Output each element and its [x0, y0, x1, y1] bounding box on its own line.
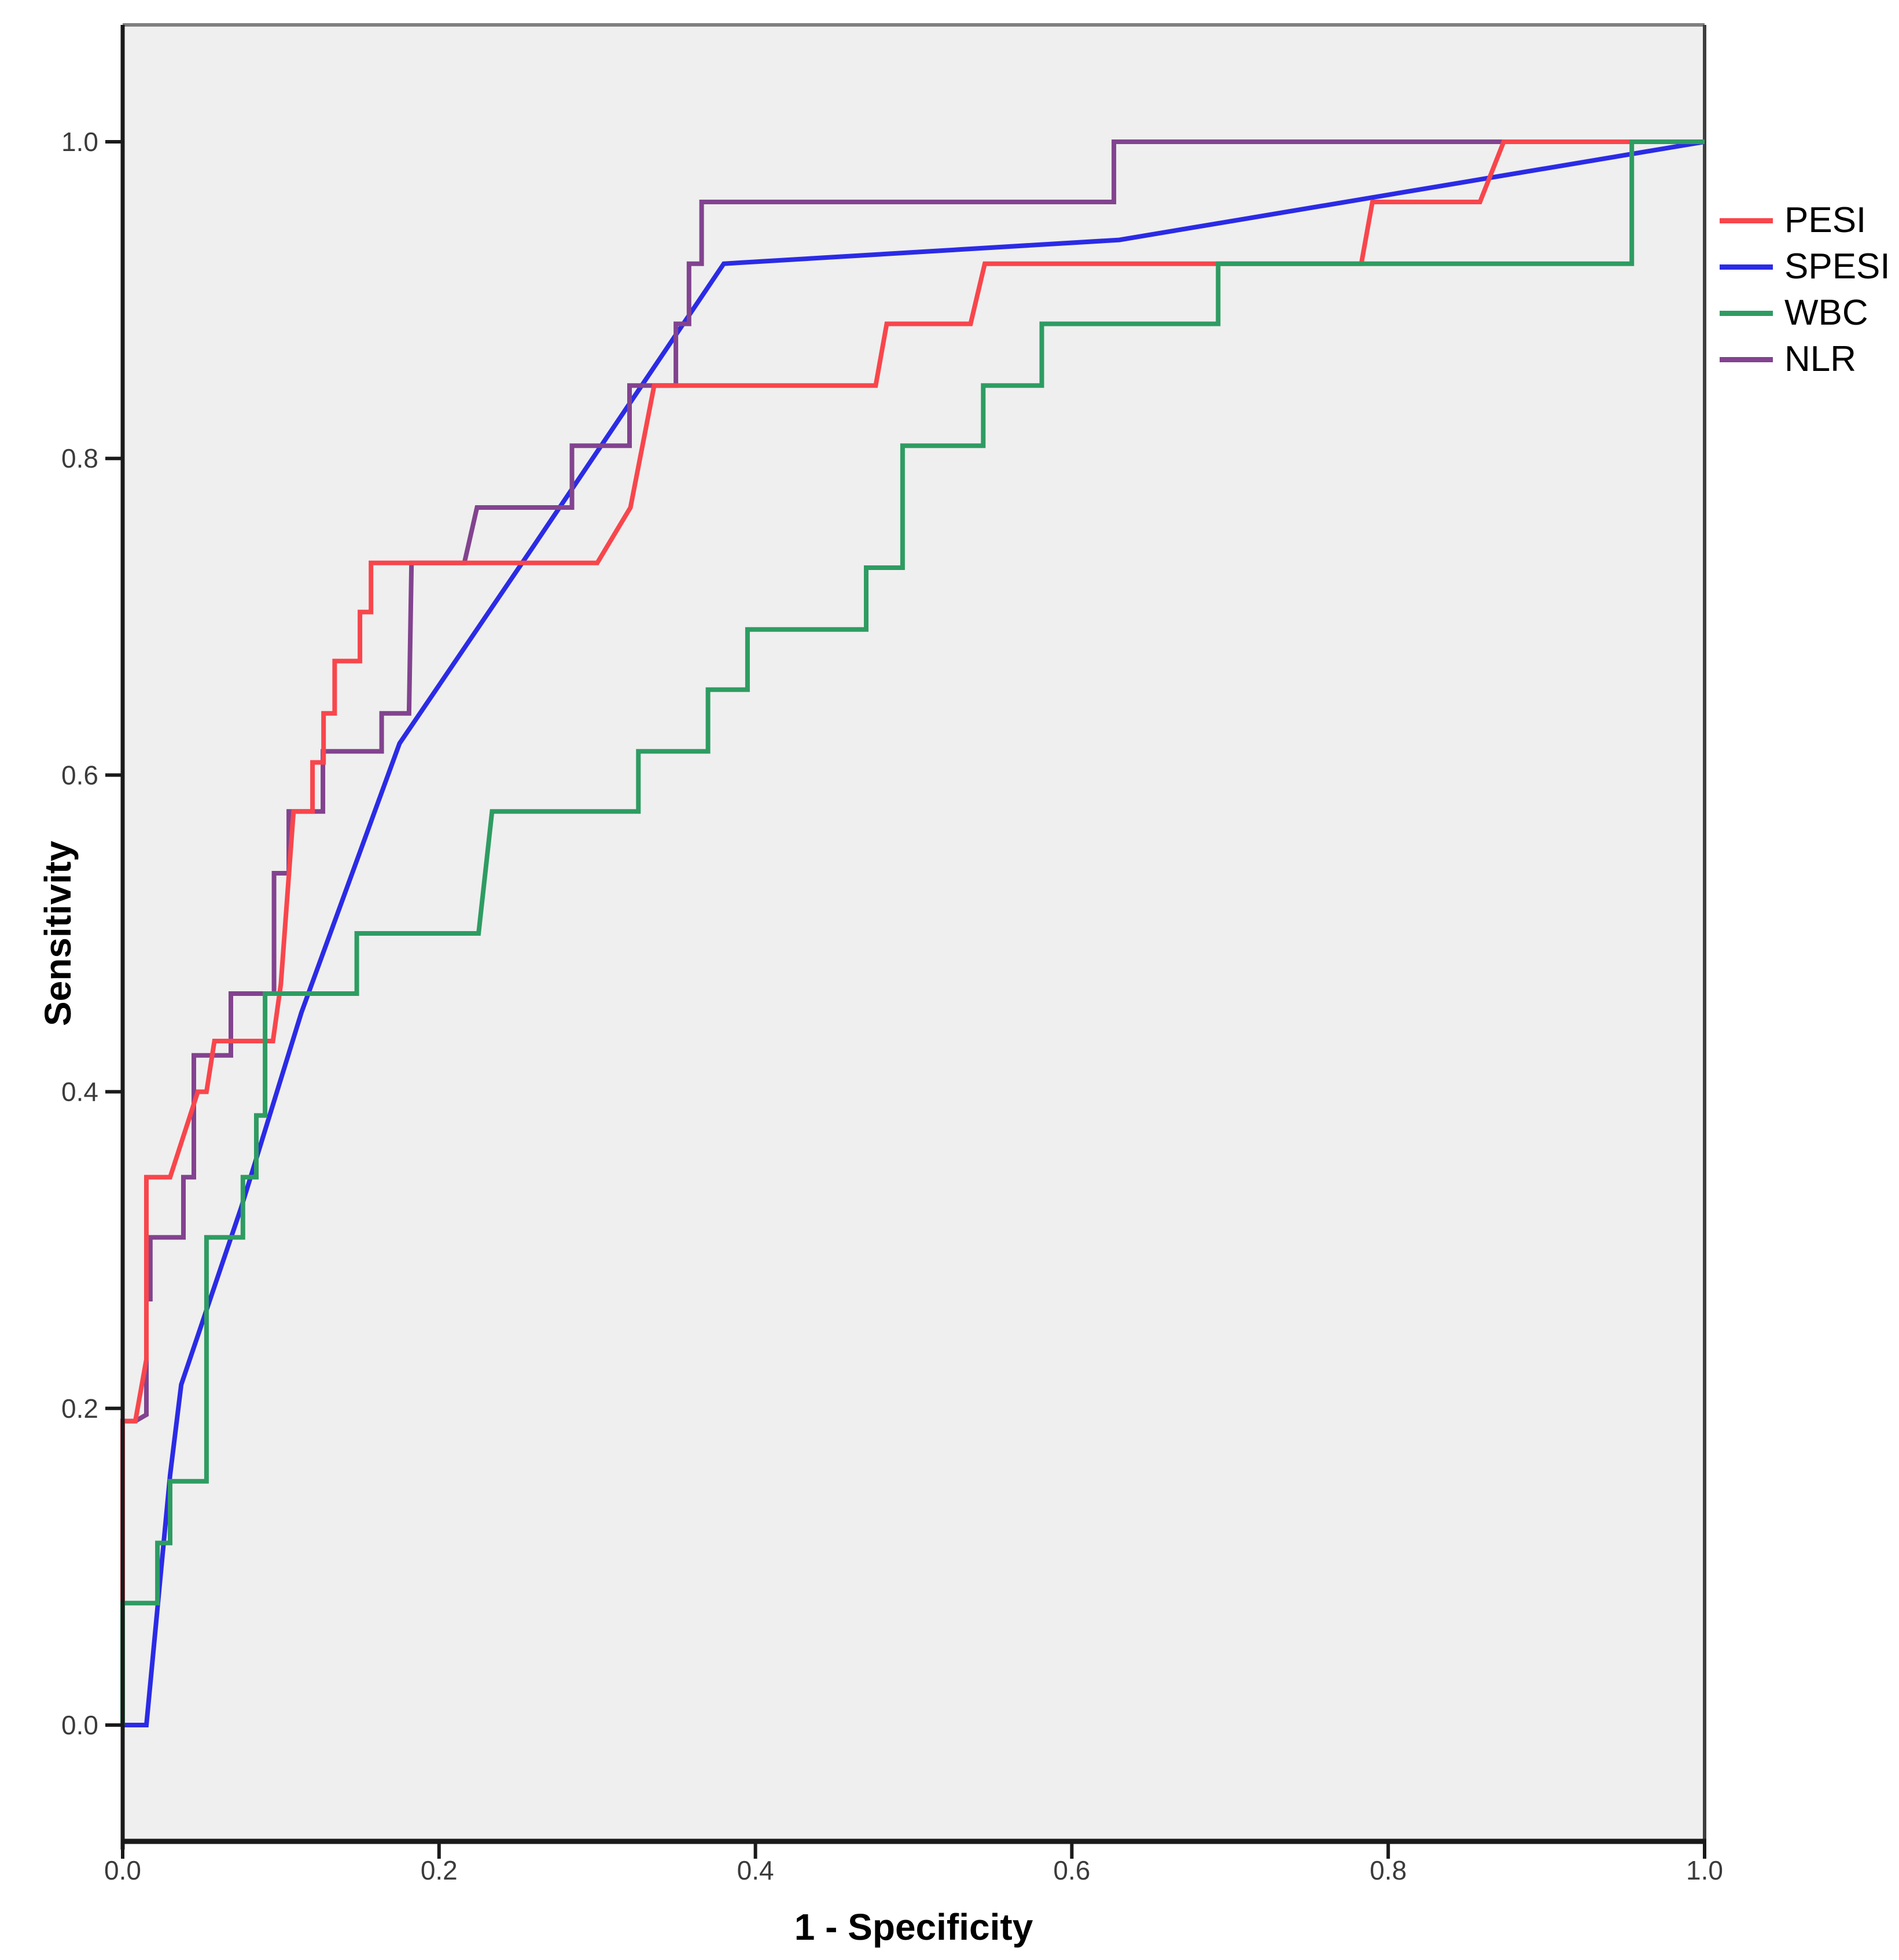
- roc-curve-wbc: [120, 139, 1705, 1725]
- legend-label-wbc: WBC: [1784, 293, 1868, 333]
- roc-curve-pesi: [120, 139, 1705, 1725]
- x-axis-title: 1 - Specificity: [794, 1906, 1033, 1948]
- legend-label-pesi: PESI: [1784, 200, 1867, 240]
- legend-item-pesi: PESI: [1720, 197, 1890, 244]
- x-tick-label: 0.6: [1053, 1855, 1090, 1885]
- legend: PESI SPESI WBC NLR: [1720, 197, 1890, 383]
- roc-curve-spesi: [123, 139, 1705, 1727]
- y-tick-label: 0.2: [61, 1393, 98, 1424]
- y-tick-label: 1.0: [61, 127, 98, 157]
- roc-curve-nlr: [120, 139, 1705, 1725]
- legend-item-nlr: NLR: [1720, 336, 1890, 383]
- x-tick-label: 0.4: [737, 1855, 774, 1885]
- y-tick-label: 0.8: [61, 443, 98, 473]
- y-tick-label: 0.0: [61, 1710, 98, 1740]
- x-tick-label: 0.8: [1370, 1855, 1407, 1885]
- nlr-line-swatch-icon: [1720, 356, 1773, 362]
- legend-item-spesi: SPESI: [1720, 244, 1890, 290]
- pesi-line-swatch-icon: [1720, 218, 1773, 223]
- y-tick-label: 0.4: [61, 1077, 98, 1107]
- x-tick-label: 0.0: [104, 1855, 141, 1885]
- y-axis-title: Sensitivity: [37, 840, 79, 1027]
- y-tick-label: 0.6: [61, 760, 98, 790]
- legend-item-wbc: WBC: [1720, 290, 1890, 336]
- wbc-line-swatch-icon: [1720, 310, 1773, 316]
- legend-label-spesi: SPESI: [1784, 247, 1890, 286]
- x-tick-label: 0.2: [421, 1855, 458, 1885]
- x-tick-label: 1.0: [1686, 1855, 1723, 1885]
- legend-label-nlr: NLR: [1784, 339, 1857, 379]
- spesi-line-swatch-icon: [1720, 264, 1773, 270]
